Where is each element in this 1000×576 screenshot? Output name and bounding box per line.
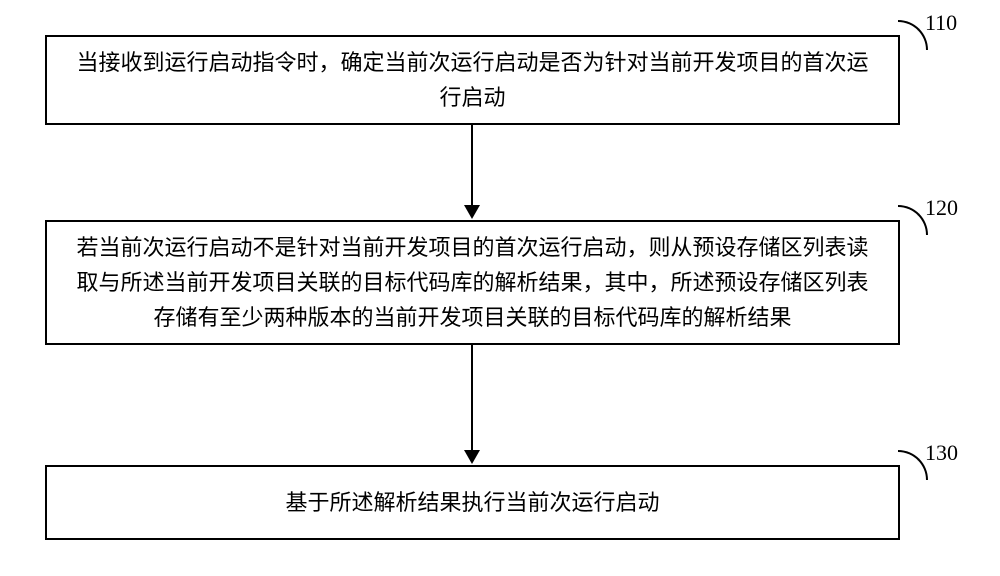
flow-step-1-text: 当接收到运行启动指令时，确定当前次运行启动是否为针对当前开发项目的首次运行启动 [67,45,878,115]
label-connector-2 [898,205,928,235]
step-label-1: 110 [925,10,957,36]
label-connector-3 [898,450,928,480]
arrow-head-1 [464,205,480,219]
arrow-line-2 [471,345,473,450]
flow-step-3: 基于所述解析结果执行当前次运行启动 [45,465,900,540]
flow-step-2-text: 若当前次运行启动不是针对当前开发项目的首次运行启动，则从预设存储区列表读取与所述… [67,230,878,336]
flow-step-3-text: 基于所述解析结果执行当前次运行启动 [285,485,659,520]
step-label-3: 130 [925,440,958,466]
step-label-2: 120 [925,195,958,221]
flow-step-2: 若当前次运行启动不是针对当前开发项目的首次运行启动，则从预设存储区列表读取与所述… [45,220,900,345]
arrow-head-2 [464,450,480,464]
arrow-line-1 [471,125,473,205]
flow-step-1: 当接收到运行启动指令时，确定当前次运行启动是否为针对当前开发项目的首次运行启动 [45,35,900,125]
label-connector-1 [898,20,928,50]
